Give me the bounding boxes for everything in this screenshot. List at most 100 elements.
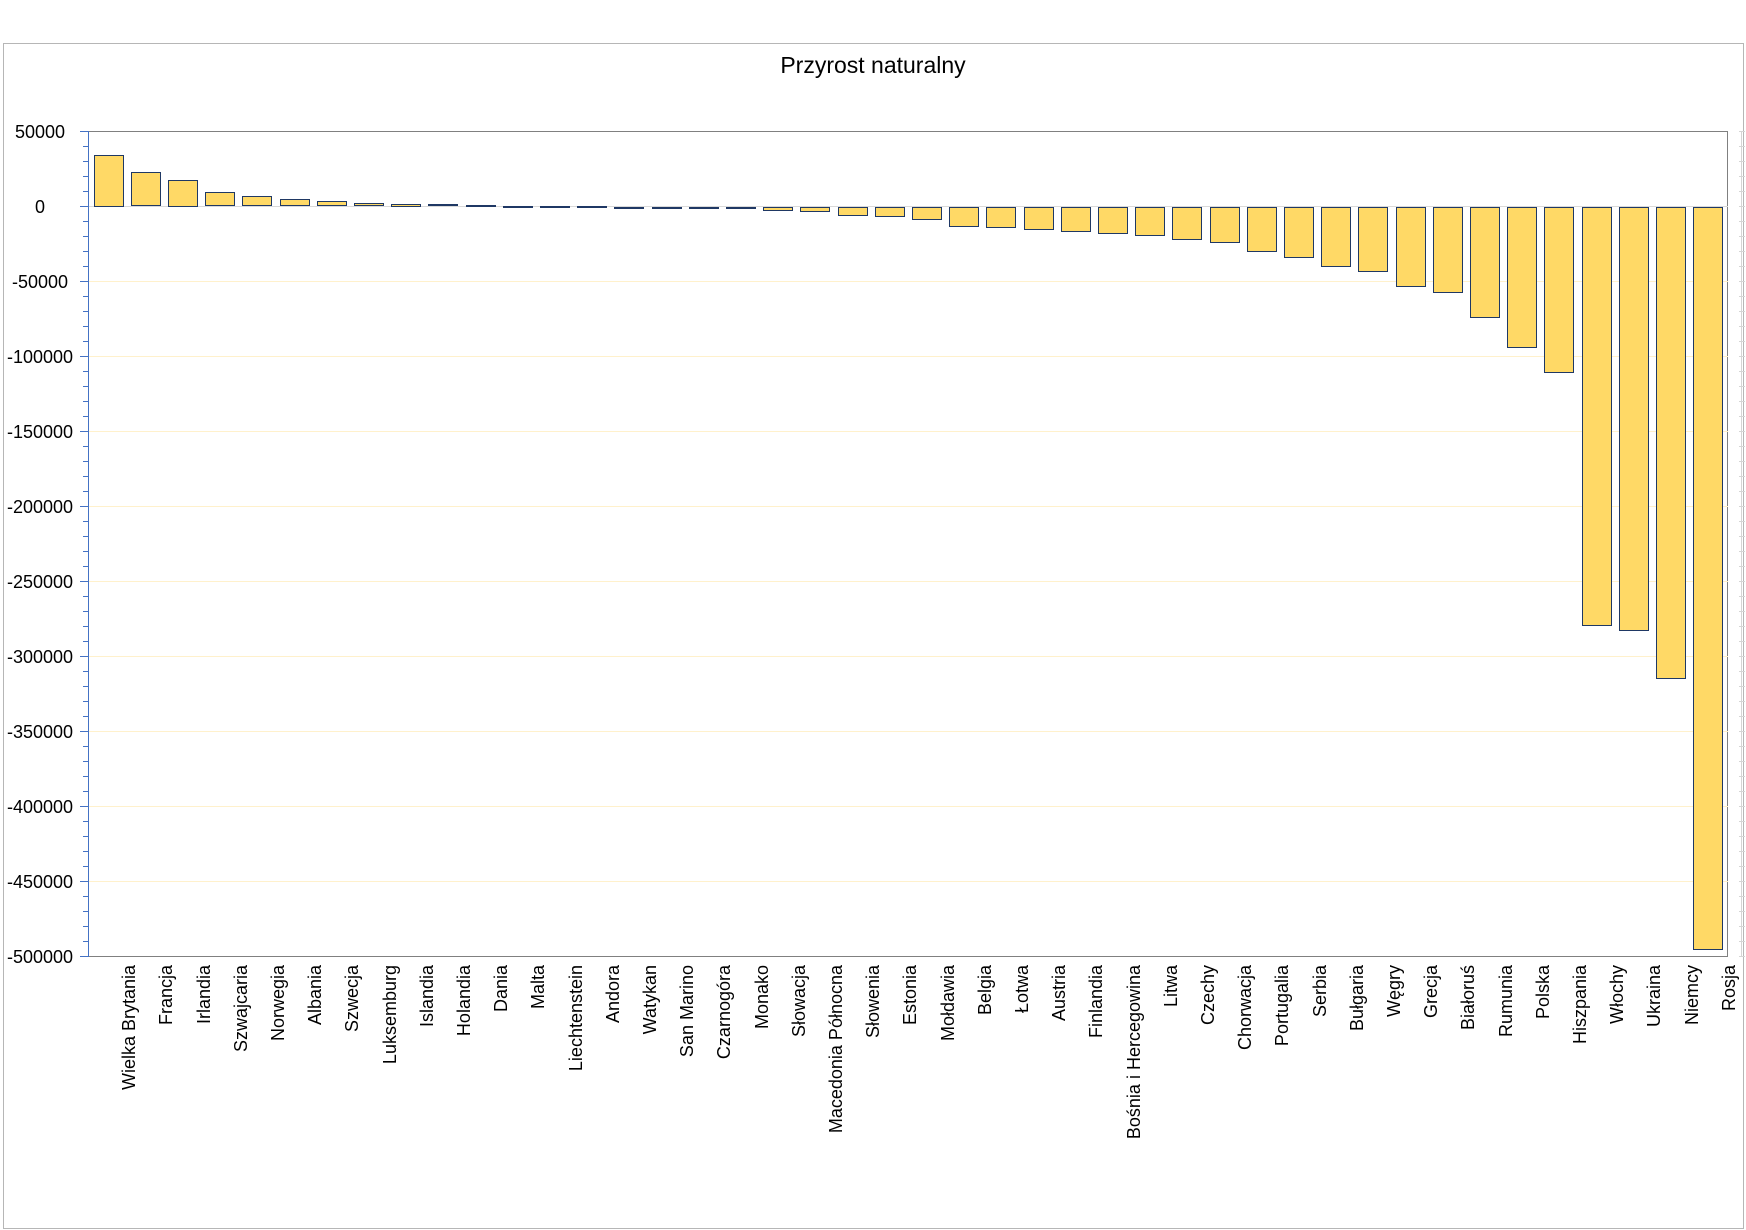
y-axis-line <box>88 131 89 957</box>
right-axis-minor-tick <box>1739 431 1745 432</box>
y-axis-minor-tick <box>83 596 88 597</box>
y-axis-minor-tick <box>83 266 88 267</box>
x-axis-label: Chorwacja <box>1235 965 1256 1051</box>
bar-Dania <box>465 205 496 208</box>
y-axis-minor-tick <box>83 836 88 837</box>
y-axis-minor-tick <box>83 791 88 792</box>
x-axis-label: Czechy <box>1197 965 1218 1026</box>
bar-Holandia <box>428 204 459 207</box>
x-axis-label: Włochy <box>1607 965 1628 1025</box>
right-axis-minor-tick <box>1739 671 1745 672</box>
y-axis-minor-tick <box>83 371 88 372</box>
y-axis-minor-tick <box>83 896 88 897</box>
right-axis-minor-tick <box>1739 221 1745 222</box>
y-axis-minor-tick <box>83 671 88 672</box>
right-axis-minor-tick <box>1739 356 1745 357</box>
right-axis-minor-tick <box>1739 716 1745 717</box>
bar-Macedonia Północna <box>800 206 831 213</box>
right-axis-minor-tick <box>1739 191 1745 192</box>
gridline-major <box>89 356 1728 357</box>
right-axis-minor-tick <box>1739 746 1745 747</box>
right-axis-minor-tick <box>1739 506 1745 507</box>
y-axis-label: -150000 <box>6 421 74 442</box>
right-axis-minor-tick <box>1739 386 1745 387</box>
y-axis-minor-tick <box>83 566 88 567</box>
x-axis-label: Serbia <box>1309 965 1330 1018</box>
y-axis-minor-tick <box>83 941 88 942</box>
x-axis-label: Niemcy <box>1681 965 1702 1026</box>
right-axis-minor-tick <box>1739 371 1745 372</box>
y-axis-minor-tick <box>83 311 88 312</box>
right-axis-minor-tick <box>1739 416 1745 417</box>
x-axis-label: San Marino <box>677 965 698 1058</box>
right-axis-minor-tick <box>1739 896 1745 897</box>
gridline-major <box>89 506 1728 507</box>
x-axis-label: Bośnia i Hercegowina <box>1123 965 1144 1140</box>
y-axis-major-tick <box>80 206 88 207</box>
bar-Wielka Brytania <box>93 154 124 207</box>
y-axis-minor-tick <box>83 161 88 162</box>
right-axis-minor-tick <box>1739 536 1745 537</box>
y-axis-minor-tick <box>83 536 88 537</box>
gridline-major <box>89 806 1728 807</box>
bar-Grecja <box>1395 206 1426 288</box>
x-axis-label: Belgia <box>974 965 995 1016</box>
bar-Irlandia <box>168 180 198 207</box>
bar-Mołdawia <box>912 206 942 220</box>
y-axis-minor-tick <box>83 341 88 342</box>
y-axis-minor-tick <box>83 686 88 687</box>
x-axis-label: Irlandia <box>193 965 214 1025</box>
y-axis-minor-tick <box>83 146 88 147</box>
x-axis-label: Liechtenstein <box>565 965 586 1072</box>
y-axis-major-tick <box>80 431 88 432</box>
bar-Szwecja <box>316 200 347 207</box>
right-axis-minor-tick <box>1739 956 1745 957</box>
x-axis-label: Słowacja <box>788 965 809 1038</box>
y-axis-minor-tick <box>83 416 88 417</box>
y-axis-label: -300000 <box>6 646 74 667</box>
bar-Serbia <box>1284 206 1314 259</box>
y-axis-minor-tick <box>83 521 88 522</box>
bar-Austria <box>1023 206 1054 231</box>
right-axis-minor-tick <box>1739 161 1745 162</box>
bar-Słowacja <box>763 206 794 211</box>
bar-Monako <box>726 206 756 209</box>
x-axis-label: Polska <box>1532 965 1553 1020</box>
y-axis-major-tick <box>80 731 88 732</box>
bar-Szwajcaria <box>205 191 236 207</box>
bar-Rumunia <box>1470 206 1500 318</box>
gridline-major <box>89 281 1728 282</box>
gridline-major <box>89 656 1728 657</box>
bar-Watykan <box>614 206 645 209</box>
right-axis-minor-tick <box>1739 521 1745 522</box>
x-axis-label: Dania <box>491 965 512 1013</box>
right-axis-minor-tick <box>1739 461 1745 462</box>
y-axis-label: -100000 <box>6 346 74 367</box>
y-axis-minor-tick <box>83 821 88 822</box>
bar-Chorwacja <box>1209 206 1240 244</box>
right-axis-minor-tick <box>1739 251 1745 252</box>
y-axis-minor-tick <box>83 236 88 237</box>
right-axis-minor-tick <box>1739 626 1745 627</box>
y-axis-major-tick <box>80 656 88 657</box>
x-axis-label: Islandia <box>416 965 437 1028</box>
x-axis-label: Macedonia Północna <box>825 965 846 1134</box>
right-axis-minor-tick <box>1739 326 1745 327</box>
y-axis-major-tick <box>80 281 88 282</box>
right-axis-minor-tick <box>1739 581 1745 582</box>
y-axis-minor-tick <box>83 461 88 462</box>
y-axis-minor-tick <box>83 926 88 927</box>
y-axis-minor-tick <box>83 746 88 747</box>
x-axis-label: Watykan <box>639 965 660 1035</box>
x-axis-label: Francja <box>156 965 177 1026</box>
x-axis-label: Łotwa <box>1011 965 1032 1014</box>
bar-Niemcy <box>1656 206 1686 680</box>
y-axis-major-tick <box>80 506 88 507</box>
y-axis-major-tick <box>80 881 88 882</box>
right-axis-minor-tick <box>1739 236 1745 237</box>
right-axis-minor-tick <box>1739 881 1745 882</box>
plot-area <box>88 131 1728 957</box>
right-axis-minor-tick <box>1739 551 1745 552</box>
y-axis-minor-tick <box>83 851 88 852</box>
right-axis-minor-tick <box>1739 476 1745 477</box>
